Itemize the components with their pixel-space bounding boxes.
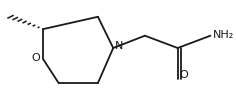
- Text: NH₂: NH₂: [213, 30, 234, 40]
- Text: O: O: [179, 70, 188, 80]
- Text: N: N: [115, 41, 123, 51]
- Text: O: O: [31, 53, 40, 63]
